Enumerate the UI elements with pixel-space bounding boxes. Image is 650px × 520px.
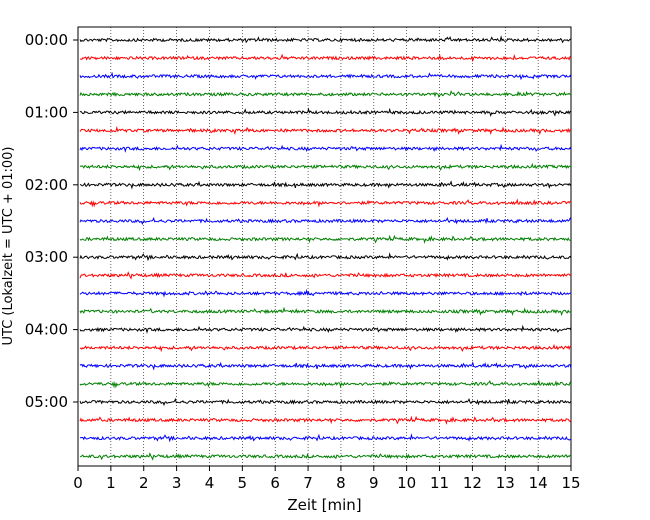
trace-line (79, 35, 572, 44)
trace-line (79, 234, 571, 244)
trace-line (79, 89, 572, 98)
x-tick-label: 14 (529, 474, 548, 492)
x-tick-label: 4 (205, 474, 215, 492)
trace-line (79, 53, 572, 63)
trace-line (79, 162, 572, 172)
seismic-traces (79, 35, 572, 461)
y-axis-label: UTC (Lokalzeit = UTC + 01:00) (1, 147, 16, 346)
trace-line (79, 415, 572, 425)
x-axis: 0 1 2 3 4 5 6 7 8 9 10 11 12 13 14 15 (73, 466, 581, 492)
x-tick-label: 6 (270, 474, 280, 492)
trace-line (79, 216, 572, 226)
trace-line (79, 397, 572, 407)
y-tick-label: 05:00 (25, 393, 68, 411)
trace-line (79, 180, 572, 190)
trace-line (79, 125, 572, 136)
y-tick-label: 04:00 (25, 321, 68, 339)
x-tick-label: 9 (369, 474, 379, 492)
trace-line (79, 343, 572, 353)
trace-line (79, 71, 572, 81)
x-tick-label: 0 (73, 474, 83, 492)
trace-line (79, 288, 572, 298)
trace-line (79, 271, 572, 280)
trace-line (79, 361, 572, 371)
x-tick-label: 2 (139, 474, 149, 492)
x-tick-label: 10 (397, 474, 416, 492)
trace-line (79, 143, 572, 153)
y-axis: 00:00 01:00 02:00 03:00 04:00 05:00 (25, 31, 78, 411)
y-tick-label: 01:00 (25, 103, 68, 121)
x-tick-label: 11 (430, 474, 449, 492)
x-tick-label: 1 (106, 474, 116, 492)
trace-line (79, 198, 572, 208)
trace-line (79, 379, 572, 389)
x-tick-label: 12 (463, 474, 482, 492)
x-axis-label: Zeit [min] (287, 496, 361, 514)
x-tick-label: 7 (303, 474, 313, 492)
trace-line (79, 433, 572, 443)
x-tick-label: 3 (172, 474, 182, 492)
trace-line (79, 306, 572, 317)
y-tick-label: 02:00 (25, 176, 68, 194)
trace-line (79, 324, 572, 334)
x-tick-label: 15 (561, 474, 580, 492)
trace-line (79, 107, 572, 118)
trace-line (79, 452, 572, 461)
x-tick-label: 8 (336, 474, 346, 492)
x-tick-label: 5 (238, 474, 248, 492)
y-tick-label: 03:00 (25, 248, 68, 266)
y-tick-label: 00:00 (25, 31, 68, 49)
plot-area (77, 26, 572, 467)
trace-line (79, 252, 572, 262)
x-tick-label: 13 (496, 474, 515, 492)
plot-frame (77, 26, 572, 467)
grid-lines (110, 27, 539, 466)
